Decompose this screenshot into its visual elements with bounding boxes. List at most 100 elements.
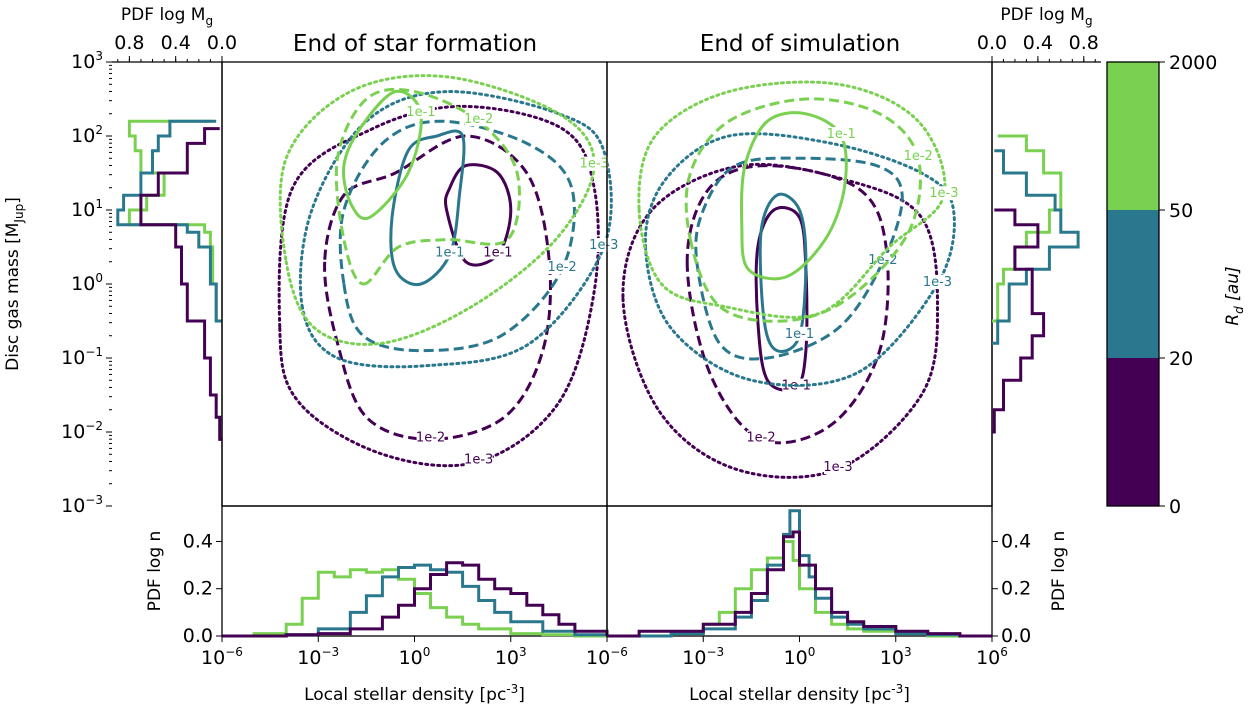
y-tick-label: 0.0 [183, 625, 213, 647]
purple-mass-histogram [992, 208, 1046, 434]
y-axis-label: PDF log n [145, 531, 165, 612]
contour-label: 1e-3 [589, 238, 618, 253]
contour-label: 1e-1 [406, 105, 435, 120]
teal-contour-1e-2 [694, 156, 904, 361]
contour-label: 1e-2 [904, 149, 933, 164]
top-tick-label: 0.4 [1023, 32, 1053, 54]
bottom-density-histogram-right: 10−6 10−3 100 103 106 Local stellar density [… [586, 505, 1069, 705]
contour-label: 1e-2 [464, 112, 493, 127]
purple-contour-1e-1 [444, 163, 513, 267]
contour-label-bg [589, 238, 618, 252]
top-axis-label: PDF log Mg​ [1000, 5, 1092, 28]
top-tick-label: 0.4 [161, 32, 191, 54]
green-density-histogram [607, 540, 992, 638]
y-tick-label: 10−1 [61, 345, 103, 369]
contour-label-bg [416, 430, 445, 445]
teal-contour-1e-3 [643, 132, 956, 387]
y-tick-label: 103 [71, 49, 103, 73]
contour-label-bg [435, 245, 464, 260]
y-tick-label: 10−2 [61, 419, 103, 443]
contour-label: 1e-3 [823, 460, 852, 475]
contour-label-bg [580, 156, 609, 171]
x-axis-label: Local stellar density [pc-3​] [689, 682, 910, 705]
contour-label-bg [827, 127, 856, 141]
teal-contour-1e-2 [338, 119, 576, 353]
contour-label: 1e-1 [827, 127, 856, 142]
contour-label-bg [824, 460, 852, 474]
teal-mass-histogram [992, 149, 1080, 345]
x-tick-label: 10−3 [682, 645, 724, 669]
contour-label-bg [929, 186, 958, 201]
green-mass-histogram [127, 119, 222, 323]
end-of-simulation-panel: 1e-11e-21e-31e-11e-21e-31e-11e-21e-3 [606, 61, 993, 507]
plot-frame [221, 505, 608, 637]
y-tick-label: 0.4 [1001, 530, 1031, 552]
end-of-star-formation-panel: 10−3 10−2 10−1 100 101 102 103 Disc gas mass [M… [3, 49, 618, 517]
green-contour-1e-2 [334, 87, 521, 286]
teal-density-histogram [222, 563, 609, 638]
top-tick-label: 0.0 [207, 32, 237, 54]
contour-label-bg [406, 104, 435, 119]
contour-label: 1e-3 [580, 157, 609, 172]
y-tick-label: 101 [71, 197, 103, 221]
contour-label: 1e-1 [483, 245, 512, 260]
x-tick-label: 10−6 [201, 645, 243, 669]
green-contour-1e-2 [684, 97, 922, 323]
contour-label: 1e-3 [929, 186, 958, 201]
teal-contour-1e-1 [389, 129, 466, 287]
colorbar: 2000 50 20 0 Rd​ [au] [1106, 52, 1246, 518]
contour-label-bg [923, 275, 952, 289]
contour-label: 1e-3 [464, 453, 493, 468]
colorbar-tick-label: 50 [1169, 200, 1193, 222]
contour-label-bg [785, 326, 814, 341]
right-mass-histogram-panel: 0.0 0.4 0.8 PDF log Mg​ [977, 5, 1101, 506]
top-tick-label: 0.8 [1069, 32, 1099, 54]
y-tick-label: 0.2 [1001, 578, 1031, 600]
y-axis-label: PDF log n [1049, 531, 1069, 612]
purple-density-histogram [222, 561, 609, 638]
green-contour-1e-1 [739, 111, 848, 281]
x-tick-label: 100 [784, 645, 816, 669]
colorbar-segment-green [1107, 62, 1159, 210]
contour-label: 1e-2 [746, 430, 775, 445]
contour-label-bg [464, 452, 493, 467]
purple-contour-1e-2 [323, 134, 552, 441]
contour-label: 1e-3 [923, 275, 952, 290]
purple-mass-histogram [139, 127, 222, 441]
y-tick-label: 0.4 [183, 530, 213, 552]
x-tick-label: 103 [880, 645, 912, 669]
contour-label-bg [483, 245, 512, 260]
top-tick-label: 0.8 [114, 32, 144, 54]
purple-contour-1e-3 [621, 162, 940, 479]
x-tick-label: 103 [495, 645, 527, 669]
x-tick-label: 10−3 [297, 645, 339, 669]
teal-contour-1e-1 [758, 192, 808, 353]
purple-contour-1e-1 [754, 206, 809, 392]
contour-label-bg [464, 112, 493, 127]
colorbar-tick-label: 20 [1169, 348, 1193, 370]
y-tick-label: 100 [71, 271, 103, 295]
purple-density-histogram [607, 530, 992, 638]
green-mass-histogram [992, 134, 1063, 323]
left-mass-histogram-panel: 0.8 0.4 0.0 PDF log Mg​ [112, 5, 237, 506]
y-tick-label: 0.2 [183, 578, 213, 600]
contour-label: 1e-1 [435, 245, 464, 260]
colorbar-tick-label: 2000 [1169, 52, 1217, 74]
colorbar-segment-teal [1107, 210, 1159, 358]
y-tick-label: 102 [71, 123, 103, 147]
contour-label: 1e-2 [547, 260, 576, 275]
teal-mass-histogram [116, 119, 222, 323]
x-tick-label: 10−6 [586, 645, 628, 669]
contour-label: 1e-2 [416, 430, 445, 445]
panel-title-right: End of simulation [700, 31, 900, 57]
bottom-density-histogram-left: 10−6 10−3 100 103 Local stellar density [pc-… [145, 505, 609, 705]
colorbar-segment-purple [1107, 358, 1159, 506]
y-tick-label: 0.0 [1001, 625, 1031, 647]
y-tick-label: 10−3 [61, 493, 103, 517]
contour-label-bg [747, 430, 775, 445]
teal-contour-1e-3 [298, 90, 613, 369]
green-contour-1e-3 [278, 74, 596, 346]
contour-label-bg [548, 260, 577, 275]
x-tick-label: 100 [399, 645, 431, 669]
